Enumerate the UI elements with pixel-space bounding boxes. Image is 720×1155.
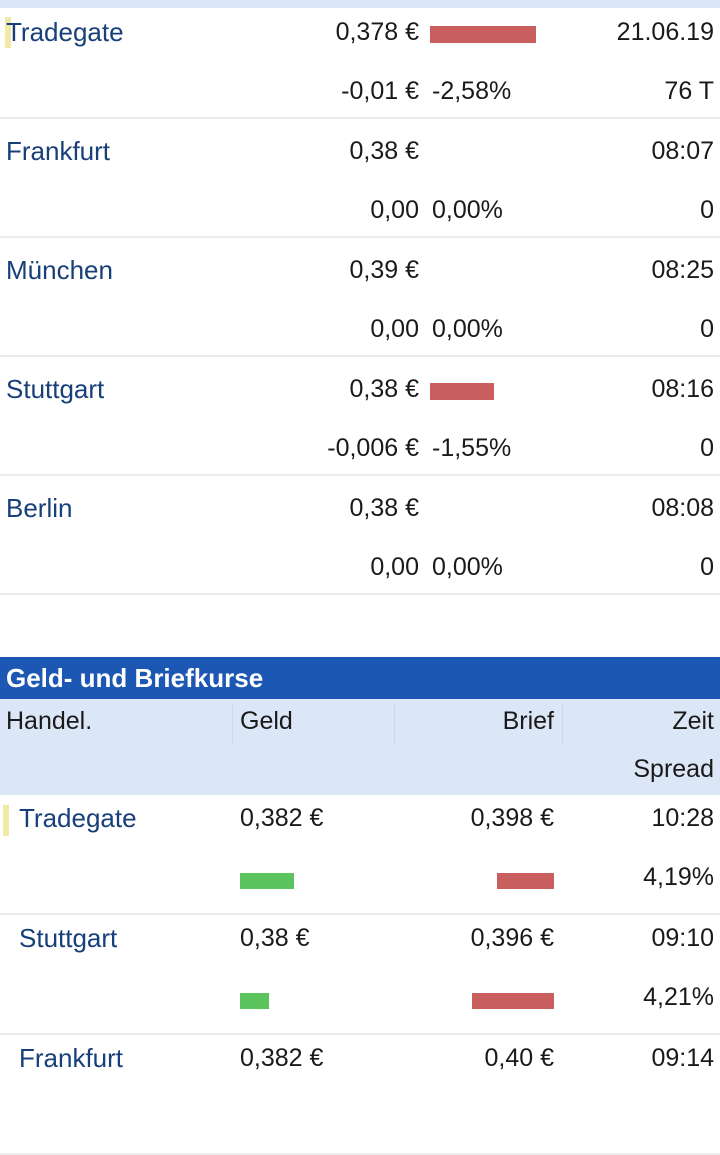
exchange-name-link[interactable]: Frankfurt xyxy=(6,136,111,166)
column-divider xyxy=(232,703,233,745)
exchange-name-link[interactable]: Frankfurt xyxy=(19,1043,124,1073)
ask-volume-bar xyxy=(497,873,554,889)
change-value: 0,00 xyxy=(370,196,419,224)
volume-value: 76 T xyxy=(664,77,714,105)
selected-marker xyxy=(3,805,9,836)
price-value: 0,38 € xyxy=(349,375,419,403)
bid-ask-row[interactable]: Stuttgart 0,38 € 0,396 € 09:10 4,21% xyxy=(0,915,720,1035)
column-header-ask[interactable]: Brief xyxy=(502,707,554,735)
column-header-bid[interactable]: Geld xyxy=(240,707,293,735)
top-strip xyxy=(0,0,720,8)
exchange-row[interactable]: Tradegate 0,378 € 21.06.19 -0,01 € -2,58% 76 … xyxy=(0,0,720,119)
exchange-name-link[interactable]: Berlin xyxy=(6,493,73,523)
exchange-row[interactable]: Stuttgart 0,38 € 08:16 -0,006 € -1,55% 0 xyxy=(0,357,720,476)
change-value: 0,00 xyxy=(370,553,419,581)
timestamp: 08:25 xyxy=(651,256,714,284)
exchange-row[interactable]: Frankfurt 0,38 € 08:07 0,00 0,00% 0 xyxy=(0,119,720,238)
ask-price: 0,396 € xyxy=(470,924,554,952)
exchange-name-link[interactable]: Tradegate xyxy=(19,803,137,833)
volume-value: 0 xyxy=(700,315,714,343)
ask-price: 0,40 € xyxy=(484,1044,554,1072)
price-value: 0,38 € xyxy=(349,494,419,522)
exchange-name-link[interactable]: Stuttgart xyxy=(6,374,105,404)
selected-marker xyxy=(5,17,11,48)
bid-price: 0,382 € xyxy=(240,1044,324,1072)
ask-volume-bar xyxy=(472,993,554,1009)
exchange-name-link[interactable]: Tradegate xyxy=(6,17,124,47)
change-percent: 0,00% xyxy=(432,553,503,581)
timestamp: 08:16 xyxy=(651,375,714,403)
column-divider xyxy=(394,703,395,745)
bid-price: 0,38 € xyxy=(240,924,310,952)
timestamp: 08:08 xyxy=(651,494,714,522)
change-percent: -2,58% xyxy=(432,77,512,105)
change-bar xyxy=(430,383,494,400)
bid-ask-row[interactable]: Tradegate 0,382 € 0,398 € 10:28 4,19% xyxy=(0,795,720,915)
volume-value: 0 xyxy=(700,434,714,462)
exchange-name-link[interactable]: München xyxy=(6,255,113,285)
bid-price: 0,382 € xyxy=(240,804,324,832)
timestamp: 10:28 xyxy=(651,804,714,832)
change-value: -0,006 € xyxy=(327,434,419,462)
change-value: 0,00 xyxy=(370,315,419,343)
change-percent: 0,00% xyxy=(432,315,503,343)
bid-volume-bar xyxy=(240,993,269,1009)
volume-value: 0 xyxy=(700,553,714,581)
ask-price: 0,398 € xyxy=(470,804,554,832)
change-percent: -1,55% xyxy=(432,434,512,462)
timestamp: 21.06.19 xyxy=(616,18,714,46)
exchange-row[interactable]: Berlin 0,38 € 08:08 0,00 0,00% 0 xyxy=(0,476,720,595)
timestamp: 08:07 xyxy=(651,137,714,165)
column-header-spread[interactable]: Spread xyxy=(633,755,714,783)
price-value: 0,39 € xyxy=(349,256,419,284)
column-header-time[interactable]: Zeit xyxy=(672,707,714,735)
timestamp: 09:10 xyxy=(651,924,714,952)
exchange-name-link[interactable]: Stuttgart xyxy=(19,923,118,953)
change-bar xyxy=(430,26,536,43)
column-divider xyxy=(562,703,563,745)
spread-value: 4,21% xyxy=(643,983,714,1011)
change-value: -0,01 € xyxy=(341,77,419,105)
bid-ask-column-headers: Handel. Geld Brief Zeit Spread xyxy=(0,699,720,795)
bid-volume-bar xyxy=(240,873,294,889)
bid-ask-row[interactable]: Frankfurt 0,382 € 0,40 € 09:14 xyxy=(0,1035,720,1155)
volume-value: 0 xyxy=(700,196,714,224)
price-value: 0,38 € xyxy=(349,137,419,165)
bid-ask-section-header: Geld- und Briefkurse xyxy=(0,657,720,699)
spread-value: 4,19% xyxy=(643,863,714,891)
bid-ask-title: Geld- und Briefkurse xyxy=(6,663,264,693)
column-header-exchange[interactable]: Handel. xyxy=(6,707,93,735)
change-percent: 0,00% xyxy=(432,196,503,224)
exchange-row[interactable]: München 0,39 € 08:25 0,00 0,00% 0 xyxy=(0,238,720,357)
price-value: 0,378 € xyxy=(335,18,419,46)
timestamp: 09:14 xyxy=(651,1044,714,1072)
